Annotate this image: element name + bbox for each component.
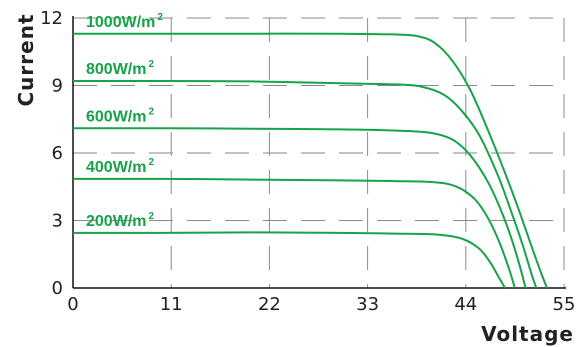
y-axis-title: Current bbox=[14, 13, 38, 106]
y-tick-label: 12 bbox=[40, 8, 63, 29]
series-lines bbox=[72, 32, 548, 289]
series-label: 1000W/m 2 bbox=[86, 12, 163, 31]
series-label: 600W/m 2 bbox=[86, 106, 154, 125]
series-line bbox=[72, 79, 538, 289]
series-line bbox=[73, 231, 506, 289]
x-tick-label: 33 bbox=[356, 294, 379, 315]
series-line bbox=[72, 127, 527, 289]
series-label-superscript: 2 bbox=[148, 106, 154, 117]
series-label: 400W/m 2 bbox=[86, 157, 154, 176]
grid-lines bbox=[73, 17, 565, 288]
series-label-superscript: 2 bbox=[148, 59, 154, 70]
series-line bbox=[73, 32, 548, 289]
x-tick-label: 55 bbox=[553, 294, 576, 315]
y-tick-label: 0 bbox=[52, 278, 63, 299]
series-label-superscript: 2 bbox=[157, 12, 163, 23]
y-tick-label: 3 bbox=[52, 211, 63, 232]
series-label-superscript: 2 bbox=[148, 157, 154, 168]
x-tick-label: 44 bbox=[454, 294, 477, 315]
x-tick-labels: 0 11 22 33 44 55 bbox=[67, 294, 575, 315]
series-label: 800W/m 2 bbox=[86, 59, 154, 78]
series-label: 200W/m 2 bbox=[86, 211, 154, 230]
y-tick-label: 9 bbox=[52, 76, 63, 97]
x-axis-title: Voltage bbox=[481, 322, 574, 346]
axes bbox=[72, 16, 566, 289]
y-tick-label: 6 bbox=[52, 143, 63, 164]
x-tick-label: 22 bbox=[258, 294, 281, 315]
x-tick-label: 11 bbox=[160, 294, 183, 315]
x-tick-label: 0 bbox=[67, 294, 78, 315]
series-label-superscript: 2 bbox=[148, 211, 154, 222]
y-tick-labels: 0 3 6 9 12 bbox=[40, 8, 63, 299]
series-labels: 1000W/m 2 800W/m 2 600W/m 2 400W/m 2 200W/m 2 bbox=[86, 12, 163, 230]
series-line bbox=[72, 177, 516, 289]
